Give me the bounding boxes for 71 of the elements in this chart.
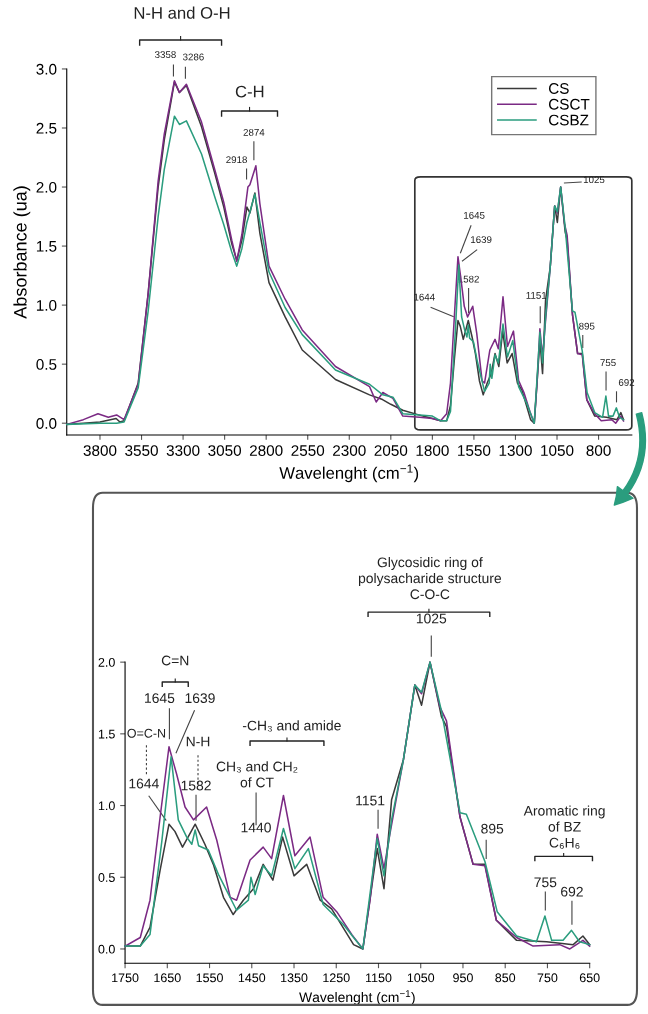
- y-tick-label: 0.5: [36, 359, 57, 370]
- annotation: -CH₃ and amide: [242, 720, 341, 732]
- x-tick-label: 950: [453, 973, 473, 983]
- annotation: 3286: [182, 53, 204, 61]
- text: Glycosidic ring of polysacharide structure C-O-C: [358, 557, 502, 600]
- annotation: 2918: [226, 156, 247, 164]
- annotation: 1645: [145, 693, 175, 704]
- x-tick-label: 1650: [154, 973, 181, 983]
- y-tick-label: 0.5: [98, 873, 115, 882]
- annotation: 1645: [464, 211, 485, 219]
- annotation: 895: [579, 322, 595, 330]
- x-axis-title: Wavelenght (cm$^{−1}$): [279, 464, 419, 483]
- annotation: C=N: [161, 655, 189, 666]
- annotation: 1639: [471, 236, 492, 244]
- x-tick-label: 800: [586, 445, 611, 456]
- annotation: 1639: [185, 693, 215, 704]
- x-tick-label: 1300: [499, 445, 532, 456]
- y-tick-label: 1.0: [98, 801, 115, 811]
- x-tick-label: 750: [537, 973, 558, 983]
- x-tick-label: 1550: [458, 445, 491, 456]
- x-tick-label: 1550: [196, 973, 223, 983]
- x-tick-label: 1450: [238, 973, 266, 983]
- x-tick-label: 1150: [366, 973, 392, 983]
- x-tick-label: 1800: [416, 445, 449, 456]
- legend-label: CSCT: [548, 98, 590, 110]
- x-tick-label: 3550: [125, 445, 158, 456]
- x-tick-label: 1750: [112, 973, 139, 983]
- annotation: 1440: [241, 822, 271, 833]
- x-tick-label: 3300: [166, 445, 200, 456]
- y-tick-label: 1.5: [36, 241, 57, 252]
- annotation: 1644: [129, 778, 159, 789]
- annotation: 755: [600, 359, 616, 367]
- y-tick-label: 0.0: [98, 944, 115, 954]
- annotation: 1151: [526, 292, 547, 299]
- annotation: 1025: [583, 176, 605, 184]
- x-tick-label: 2050: [374, 445, 408, 456]
- y-tick-label: 2.0: [36, 181, 57, 193]
- legend-label: CS: [548, 83, 569, 94]
- x-tick-label: 2300: [333, 445, 366, 456]
- annotation: 895: [481, 823, 504, 834]
- x-tick-label: 1050: [541, 445, 574, 456]
- annotation: C-H: [235, 85, 264, 98]
- annotation: Aromatic ring of BZ C₆H₆: [523, 805, 605, 849]
- x-tick-label: 2800: [249, 445, 283, 456]
- text: N-H and O-H: [134, 6, 230, 19]
- x-tick-label: 650: [579, 973, 600, 983]
- x-tick-label: 3050: [208, 445, 242, 456]
- y-tick-label: 0.0: [36, 418, 57, 429]
- y-tick-label: 3.0: [36, 63, 57, 75]
- annotation: 1025: [416, 613, 447, 624]
- annotation: 692: [561, 886, 583, 897]
- x-tick-label: 3800: [83, 445, 117, 456]
- annotation: N-H: [186, 736, 210, 747]
- y-axis-title: Absorbance (ua): [13, 186, 31, 319]
- x-tick-label: 1350: [281, 973, 308, 983]
- annotation: 3358: [155, 51, 176, 59]
- annotation: 1582: [181, 780, 211, 791]
- legend-label: CSBZ: [548, 114, 589, 126]
- annotation: CH₃ and CH₂ of CT: [216, 761, 298, 788]
- x-tick-label: 850: [495, 973, 516, 983]
- annotation: 1151: [356, 795, 385, 806]
- annotation: 2874: [243, 128, 265, 136]
- annotation: O=C-N: [127, 728, 166, 738]
- x-tick-label: 1050: [407, 973, 435, 983]
- annotation: 755: [534, 877, 557, 888]
- x-tick-label: 1250: [323, 973, 350, 983]
- x-tick-label: 2550: [291, 445, 325, 456]
- y-tick-label: 1.5: [98, 729, 115, 739]
- y-tick-label: 1.0: [36, 299, 57, 311]
- y-tick-label: 2.5: [36, 122, 57, 134]
- y-tick-label: 2.0: [98, 657, 115, 667]
